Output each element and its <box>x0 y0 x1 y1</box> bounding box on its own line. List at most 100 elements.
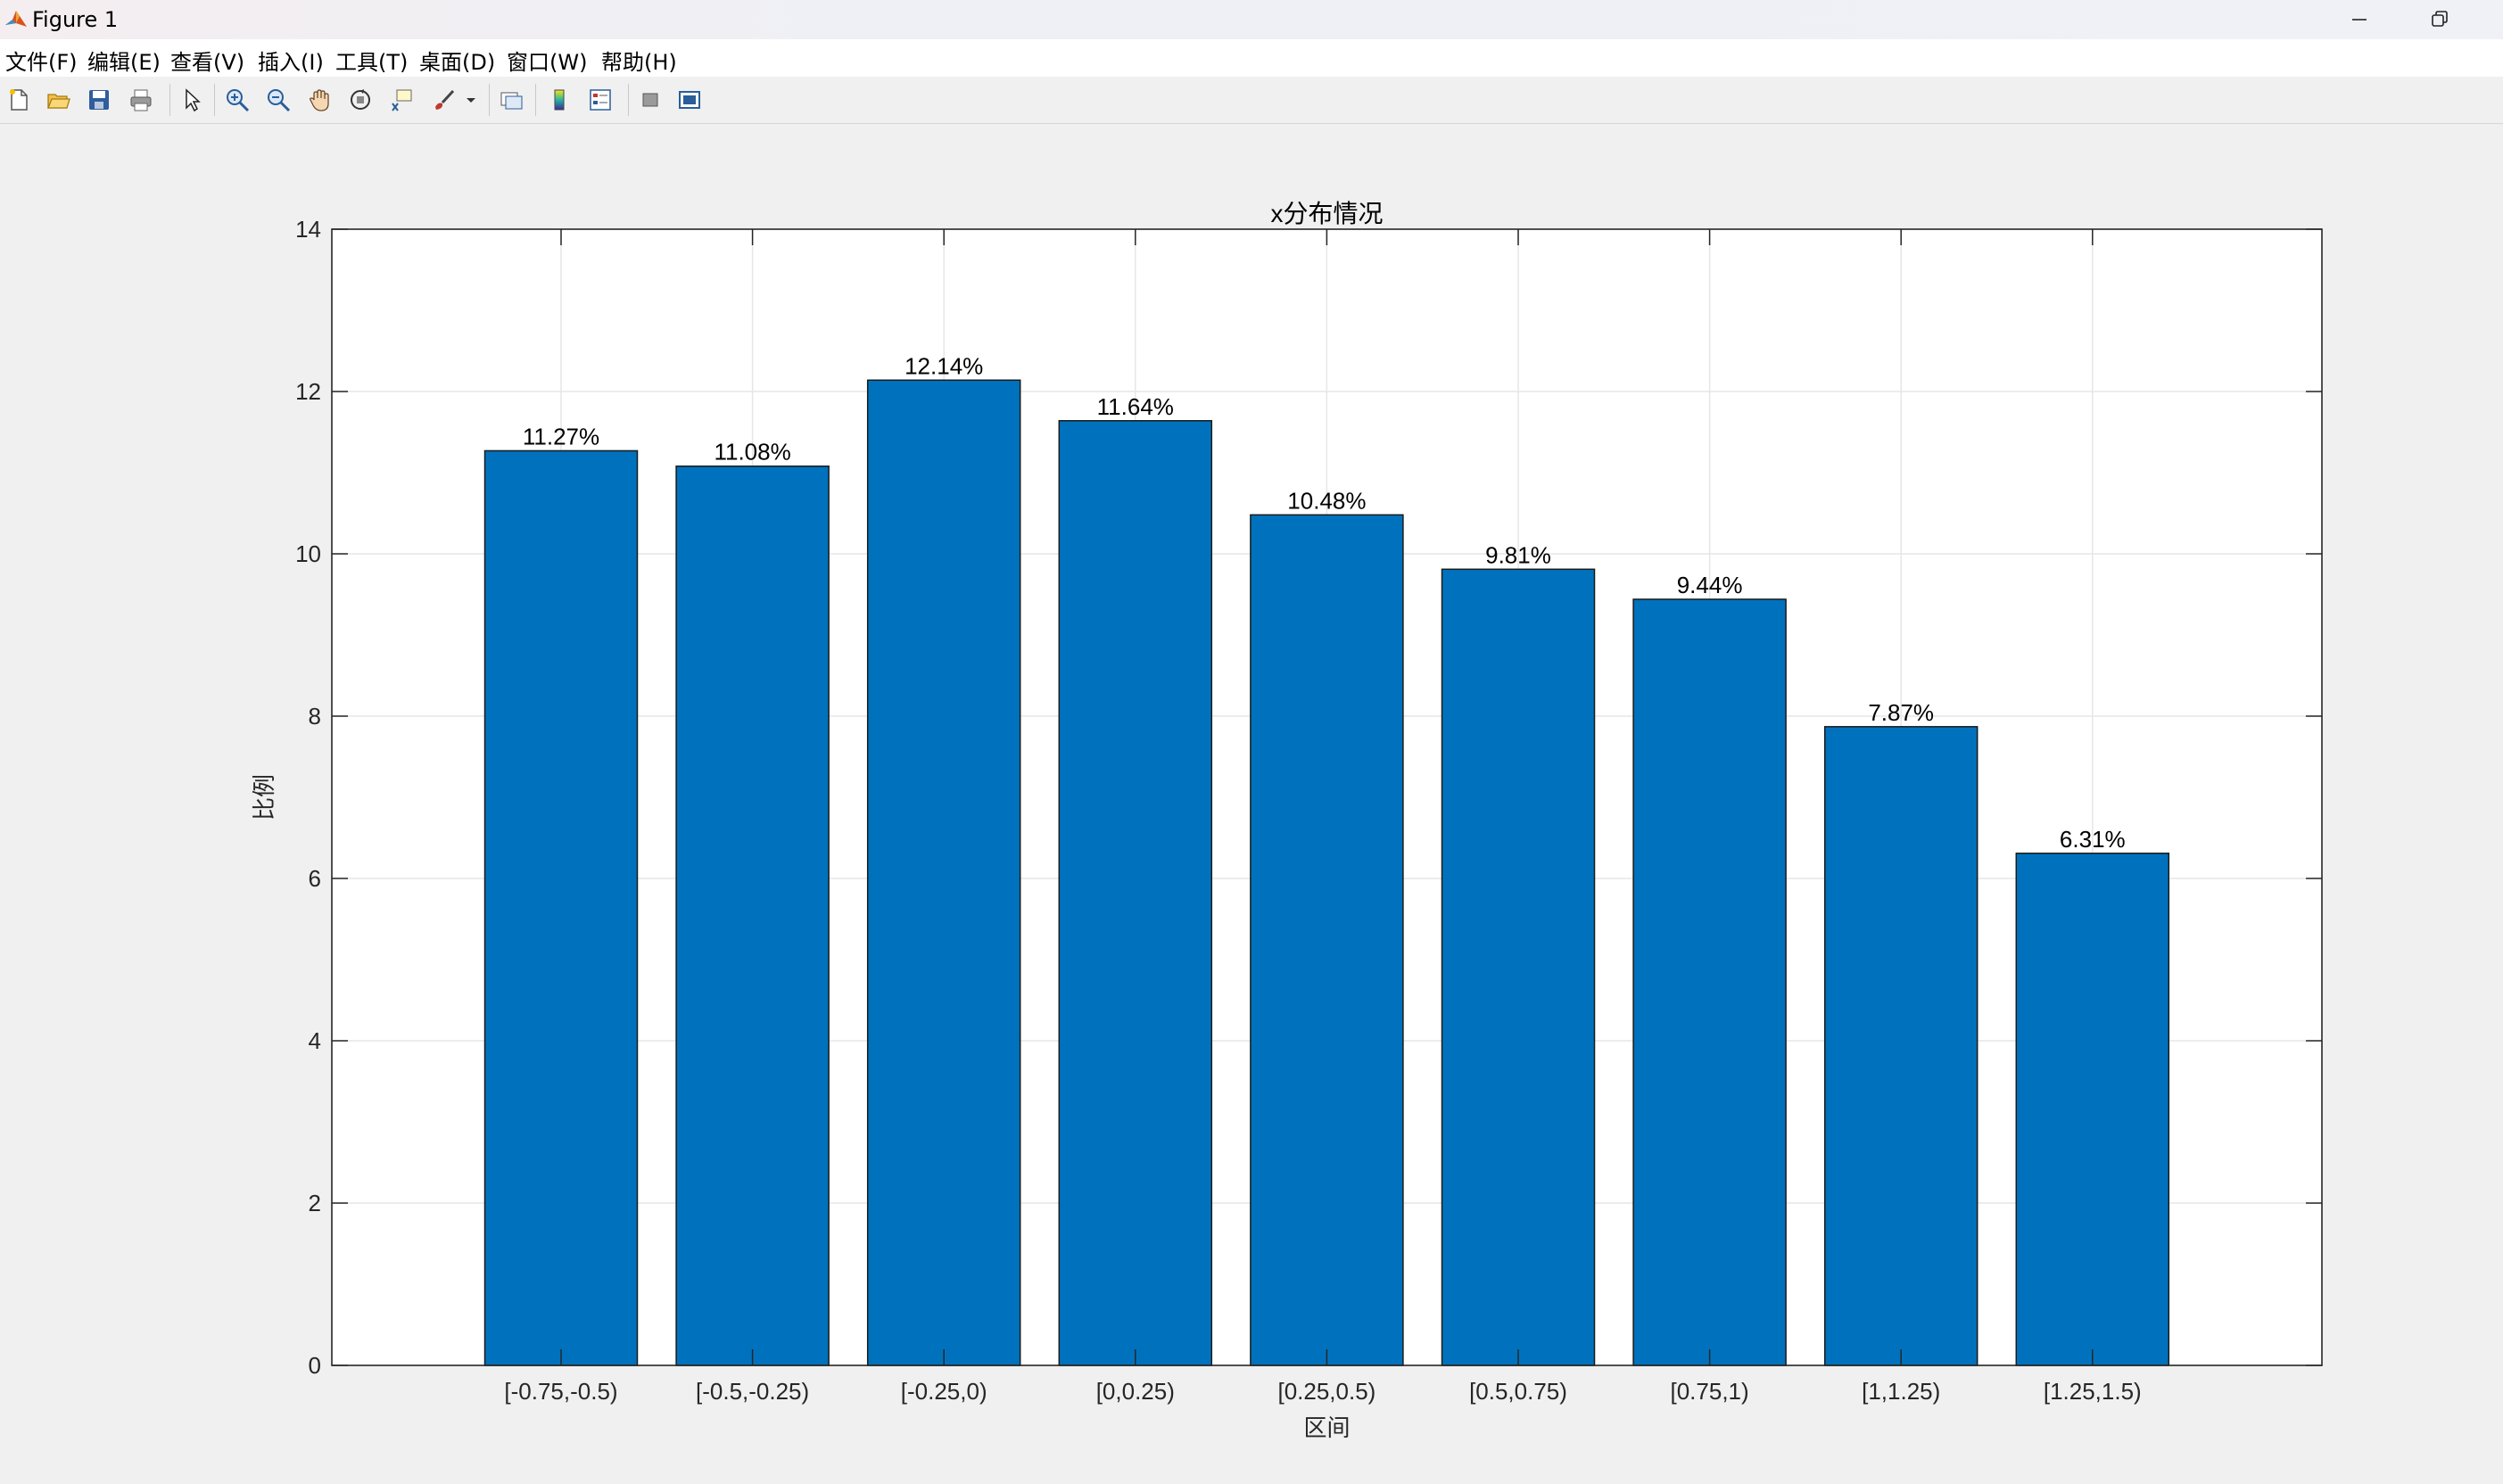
bar[interactable] <box>675 465 830 1366</box>
bar[interactable] <box>1058 420 1213 1366</box>
show-plot-tools-button[interactable] <box>674 85 705 115</box>
x-tick-label: [-0.75,-0.5) <box>504 1378 617 1405</box>
figure-canvas: 0 2 4 6 8 10 12 14 [-0.75,-0.5) [-0.5,-0.25) [-0.… <box>0 124 2503 1480</box>
window-titlebar: Figure 1 <box>0 0 2503 39</box>
open-file-button[interactable] <box>43 85 73 115</box>
x-tick-label: [0.5,0.75) <box>1469 1378 1567 1405</box>
figure-toolbar <box>0 77 2503 124</box>
brush-icon <box>435 89 455 110</box>
pan-hand-icon <box>310 89 329 111</box>
x-tick-label: [1.25,1.5) <box>2044 1378 2142 1405</box>
x-tick-label: [0,0.25) <box>1096 1378 1175 1405</box>
x-tick-label: [0.75,1) <box>1671 1378 1749 1405</box>
data-label: 11.08% <box>714 439 790 466</box>
pan-button[interactable] <box>304 85 335 115</box>
data-labels: 11.27% 11.08% 12.14% 11.64% 10.48% 9.81% 9.44%… <box>523 352 2126 853</box>
toolbar-separator <box>628 84 629 116</box>
menu-bar: 文件(F) 编辑(E) 查看(V) 插入(I) 工具(T) 桌面(D) 窗口(W… <box>0 39 2503 77</box>
select-button[interactable] <box>177 85 207 115</box>
menu-desktop[interactable]: 桌面(D) <box>419 50 496 75</box>
save-button[interactable] <box>84 85 114 115</box>
matlab-logo-icon <box>5 11 27 27</box>
bar[interactable] <box>1250 514 1404 1366</box>
menu-help[interactable]: 帮助(H) <box>601 50 677 75</box>
x-tick-label: [-0.5,-0.25) <box>696 1378 809 1405</box>
bar[interactable] <box>483 449 639 1366</box>
rotate-3d-button[interactable] <box>345 85 376 115</box>
data-label: 7.87% <box>1868 699 1934 726</box>
rotate-3d-icon <box>351 89 370 110</box>
new-figure-button[interactable] <box>4 85 34 115</box>
bar[interactable] <box>1441 568 1596 1366</box>
colorbar-button[interactable] <box>544 85 574 115</box>
menu-tools[interactable]: 工具(T) <box>335 50 409 75</box>
x-tick-labels: [-0.75,-0.5) [-0.5,-0.25) [-0.25,0) [0,0.25… <box>504 1378 2141 1405</box>
toolbar-separator <box>169 84 170 116</box>
window-title: Figure 1 <box>32 7 119 32</box>
data-label: 6.31% <box>2060 826 2126 853</box>
data-label: 10.48% <box>1287 487 1366 514</box>
zoom-in-icon <box>227 89 250 112</box>
bar[interactable] <box>1823 726 1978 1366</box>
x-tick-label: [1,1.25) <box>1862 1378 1940 1405</box>
y-tick-labels: 0 2 4 6 8 10 12 14 <box>295 216 321 1379</box>
print-button[interactable] <box>126 85 156 115</box>
print-icon <box>130 89 152 111</box>
bar[interactable] <box>866 379 1021 1366</box>
data-cursor-button[interactable] <box>386 85 417 115</box>
restore-icon <box>2432 11 2448 27</box>
link-plot-button[interactable] <box>496 85 526 115</box>
link-plot-icon <box>500 92 523 110</box>
colorbar-icon <box>554 89 565 111</box>
select-arrow-icon <box>186 88 201 112</box>
minimize-button[interactable] <box>2319 0 2400 39</box>
brush-button[interactable] <box>428 85 458 115</box>
menu-window[interactable]: 窗口(W) <box>507 50 588 75</box>
x-tick-label: [-0.25,0) <box>901 1378 987 1405</box>
data-label: 9.81% <box>1485 541 1551 568</box>
data-label: 12.14% <box>905 352 983 379</box>
open-file-icon <box>47 94 70 109</box>
y-tick-label: 10 <box>295 540 321 567</box>
hide-plot-tools-button[interactable] <box>635 85 665 115</box>
data-label: 11.27% <box>523 423 599 449</box>
tick-marks <box>332 228 2322 1366</box>
y-tick-label: 6 <box>309 865 321 892</box>
menu-view[interactable]: 查看(V) <box>170 50 245 75</box>
zoom-in-button[interactable] <box>222 85 252 115</box>
y-tick-label: 12 <box>295 378 321 405</box>
data-cursor-icon <box>392 89 412 111</box>
x-axis-label: 区间 <box>1303 1414 1350 1441</box>
menu-insert[interactable]: 插入(I) <box>258 50 324 75</box>
y-axis-label: 比例 <box>251 774 277 820</box>
toolbar-separator <box>214 84 215 116</box>
toolbar-separator <box>489 84 490 116</box>
zoom-out-icon <box>268 89 291 112</box>
y-tick-label: 0 <box>309 1352 321 1379</box>
bar[interactable] <box>1632 598 1787 1366</box>
y-tick-label: 8 <box>309 703 321 730</box>
legend-icon <box>590 89 611 111</box>
new-figure-icon <box>10 89 28 111</box>
chevron-down-icon <box>467 98 475 103</box>
data-label: 11.64% <box>1097 393 1174 420</box>
bars-group <box>483 379 2170 1366</box>
chart-title: x分布情况 <box>1270 200 1383 227</box>
y-tick-label: 2 <box>309 1190 321 1216</box>
y-tick-label: 4 <box>309 1027 321 1054</box>
y-tick-label: 14 <box>295 216 321 243</box>
show-plot-tools-icon <box>679 91 700 109</box>
brush-dropdown-button[interactable] <box>462 85 480 115</box>
hide-plot-tools-icon <box>642 93 658 107</box>
x-tick-label: [0.25,0.5) <box>1277 1378 1375 1405</box>
save-icon <box>89 90 109 110</box>
toolbar-separator <box>535 84 536 116</box>
menu-file[interactable]: 文件(F) <box>5 50 78 75</box>
legend-button[interactable] <box>585 85 615 115</box>
restore-button[interactable] <box>2400 0 2480 39</box>
data-label: 9.44% <box>1677 572 1743 598</box>
zoom-out-button[interactable] <box>263 85 293 115</box>
menu-edit[interactable]: 编辑(E) <box>87 50 161 75</box>
bar[interactable] <box>2015 853 2170 1366</box>
